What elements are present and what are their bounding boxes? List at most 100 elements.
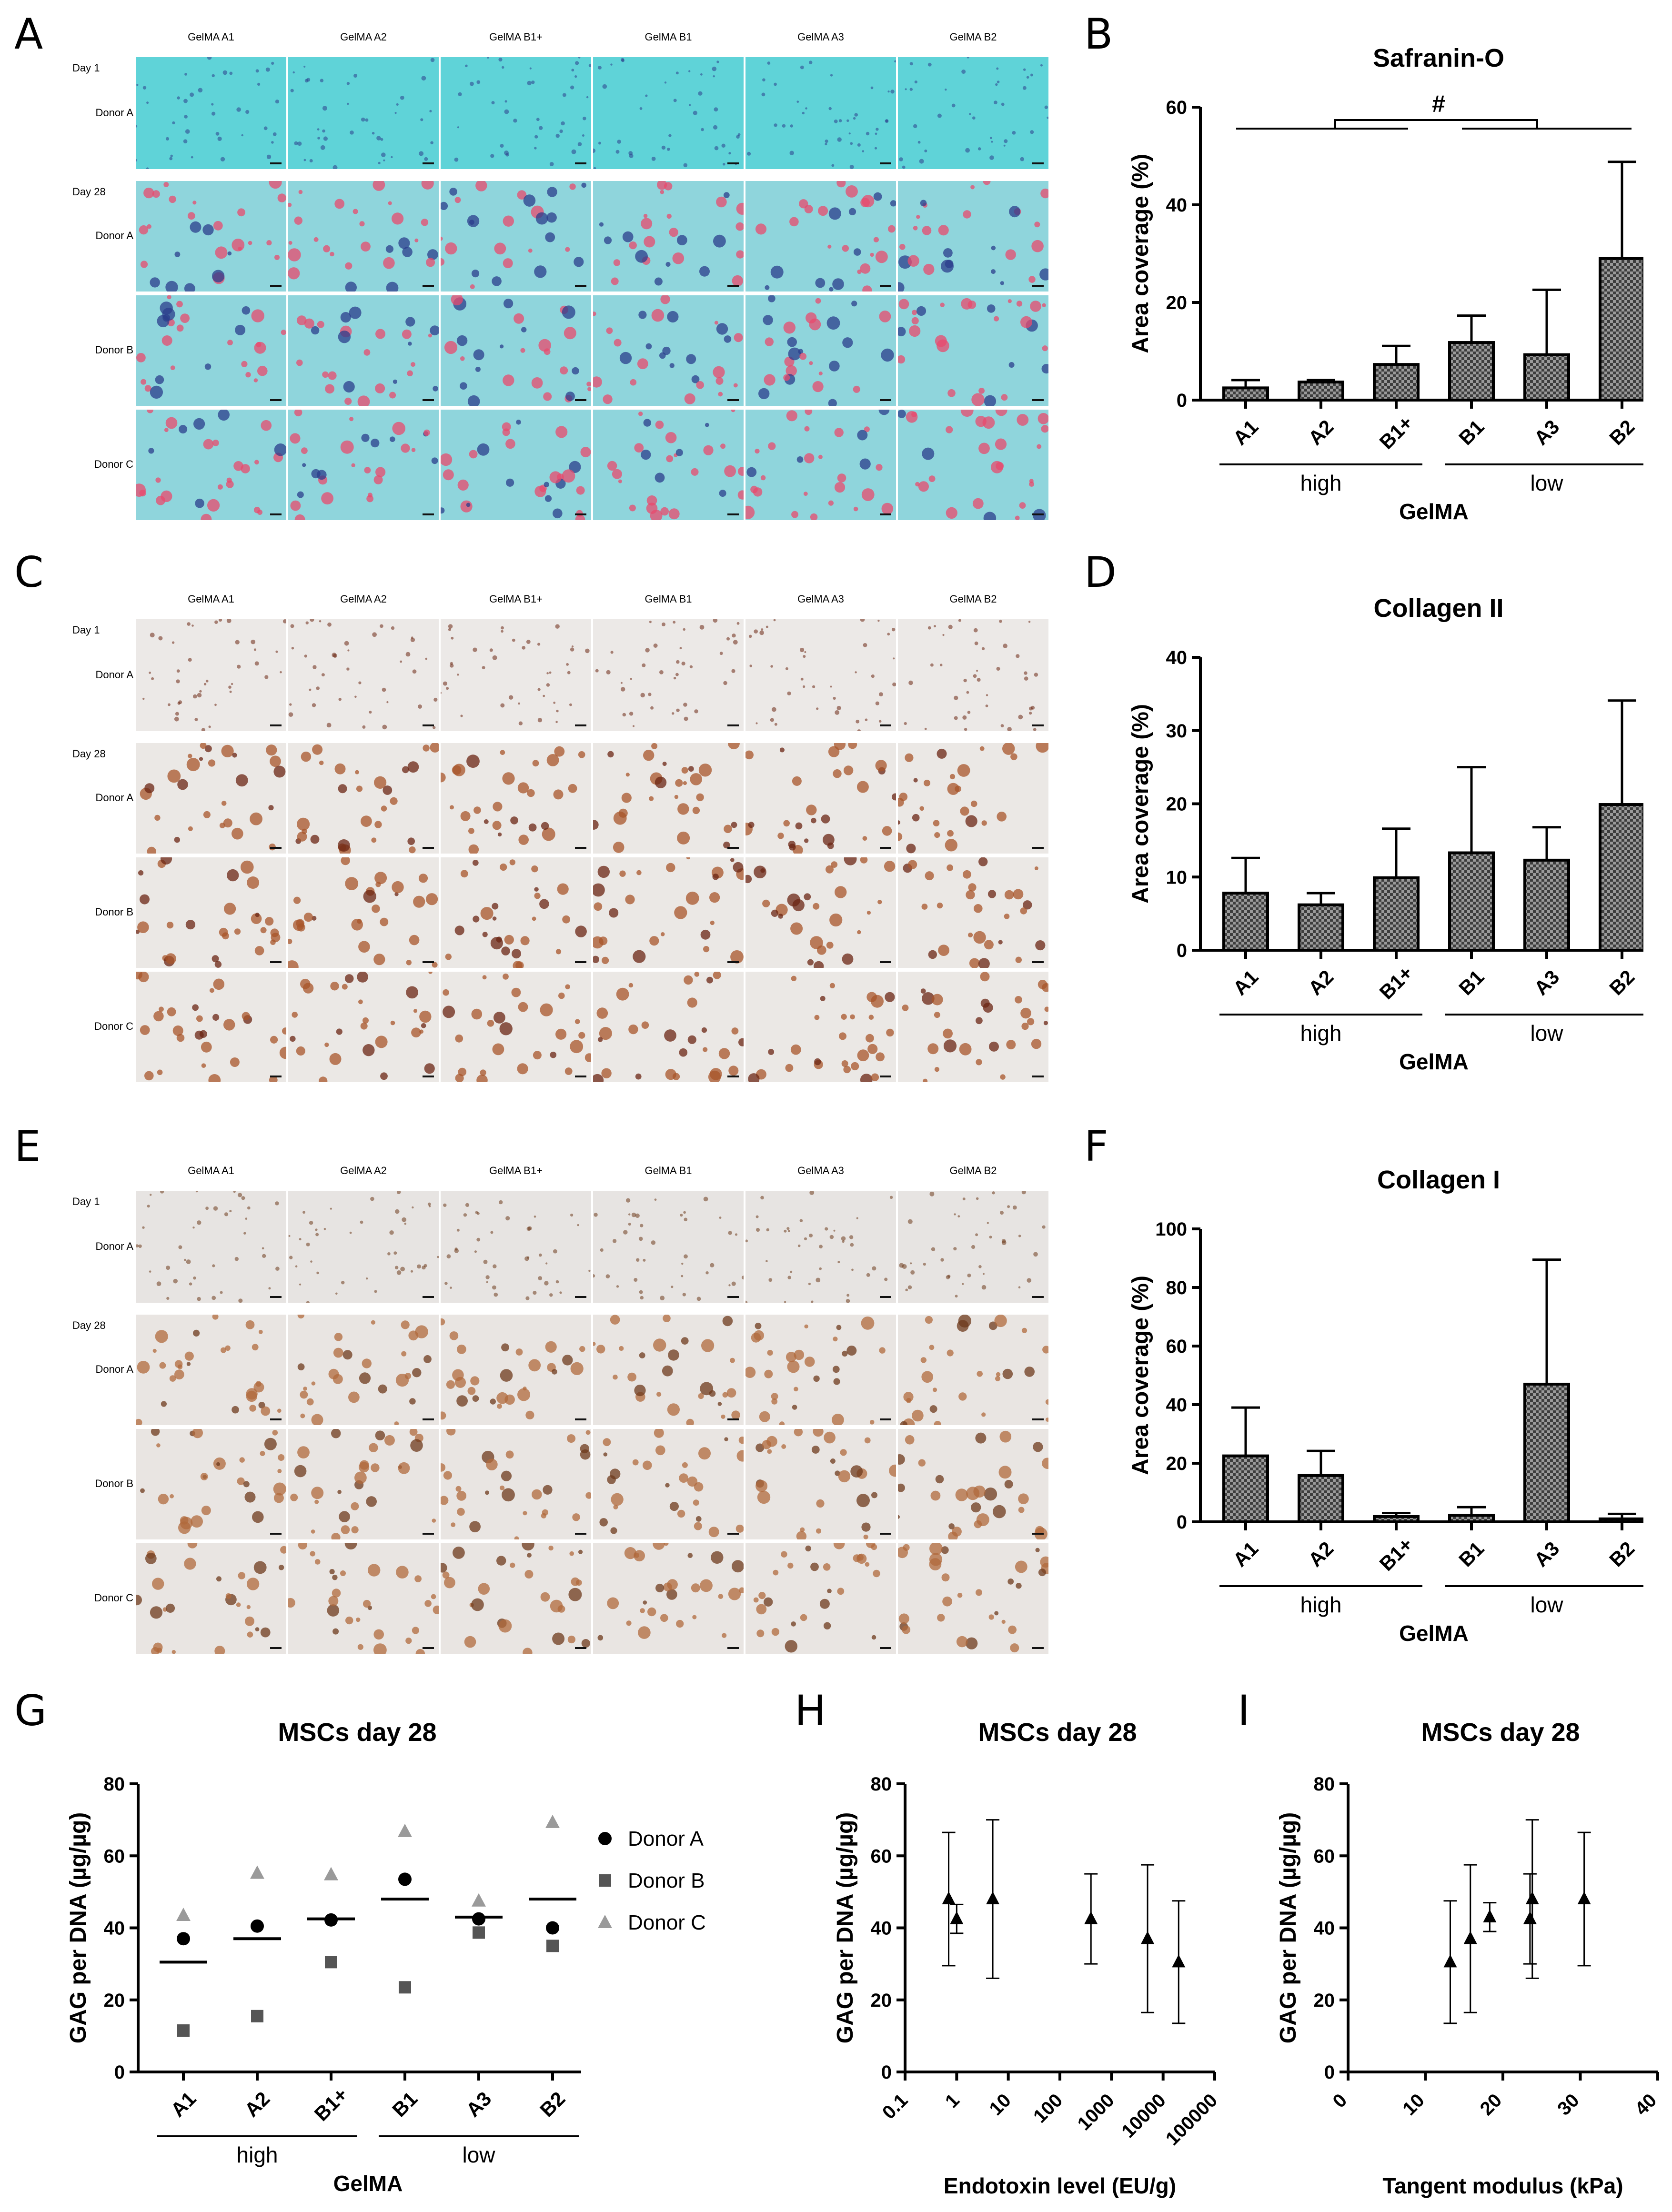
cell-spot [662, 1365, 673, 1377]
cell-spot [176, 324, 184, 332]
scale-bar [423, 1647, 434, 1649]
cell-spot [333, 654, 337, 658]
cell-spot [410, 637, 415, 642]
cell-spot [690, 773, 702, 785]
cell-spot [981, 820, 987, 826]
scale-bar [727, 513, 739, 515]
cell-spot [392, 881, 404, 894]
cell-spot [188, 658, 192, 662]
micrograph-texture [591, 294, 743, 404]
cell-spot [518, 835, 529, 845]
cell-spot [351, 919, 363, 931]
cell-spot [501, 630, 504, 633]
cell-spot [994, 1611, 999, 1616]
cell-spot [506, 478, 514, 487]
x-tick-label: A1 [1229, 415, 1262, 449]
cell-spot [672, 252, 685, 264]
cell-spot [842, 245, 849, 252]
cell-spot [731, 1281, 736, 1286]
cell-spot [285, 1598, 295, 1608]
cell-spot [306, 1398, 314, 1406]
cell-spot [784, 1229, 787, 1233]
cell-spot [694, 709, 698, 714]
cell-spot [933, 820, 940, 826]
cell-spot [143, 187, 154, 199]
cell-spot [160, 1189, 164, 1194]
cell-spot [869, 1420, 875, 1425]
cell-spot [218, 409, 230, 421]
micrograph-texture [607, 408, 747, 522]
bar [1373, 363, 1420, 402]
cell-spot [184, 1558, 196, 1570]
y-tick-label: 0 [1177, 390, 1187, 411]
cell-spot [578, 1032, 585, 1039]
cell-spot [991, 245, 996, 251]
cell-spot [1001, 1240, 1007, 1245]
cell-spot [173, 1278, 178, 1284]
micrograph-texture [899, 56, 1049, 169]
cell-spot [446, 1254, 451, 1259]
cell-spot [965, 815, 977, 827]
cell-spot [758, 1592, 766, 1599]
cell-spot [342, 1350, 353, 1360]
micrograph-donor-label: Donor C [94, 458, 133, 470]
cell-spot [846, 185, 858, 198]
cell-spot [635, 1073, 642, 1080]
cell-spot [451, 1522, 456, 1527]
cell-spot [691, 1583, 700, 1593]
micrograph-tile [438, 1315, 591, 1425]
cell-spot [223, 818, 232, 828]
cell-spot [641, 450, 651, 460]
cell-spot [322, 371, 329, 378]
cell-spot [846, 1299, 850, 1303]
micrograph-donor-label: Donor C [94, 1592, 133, 1604]
cell-spot [919, 159, 924, 164]
cell-spot [770, 718, 774, 722]
cell-spot [378, 1384, 387, 1394]
cell-spot [995, 1376, 1000, 1381]
cell-spot [236, 1602, 241, 1607]
cell-spot [247, 1631, 253, 1638]
cell-spot [508, 695, 514, 700]
cell-spot [909, 325, 921, 337]
cell-spot [947, 830, 954, 837]
cell-spot [203, 683, 207, 685]
scale-bar [880, 285, 891, 287]
cell-spot [879, 311, 891, 322]
cell-spot [946, 507, 957, 519]
cell-spot [437, 1463, 446, 1472]
cell-spot [487, 1020, 494, 1027]
cell-spot [631, 1212, 636, 1217]
micrograph-tile [588, 737, 744, 854]
cell-spot [925, 1316, 933, 1324]
scale-bar [270, 961, 282, 963]
x-tick-label: A2 [1304, 1537, 1338, 1571]
cell-spot [344, 641, 349, 646]
micrograph-texture [748, 617, 896, 733]
cell-spot [997, 812, 1007, 822]
cell-spot [771, 909, 778, 917]
micrograph-column-label: GelMA B1 [645, 31, 692, 43]
cell-spot [842, 953, 854, 965]
cell-spot [640, 693, 645, 698]
cell-spot [198, 88, 203, 93]
cell-spot [585, 648, 590, 654]
cell-spot [786, 1352, 796, 1363]
micrograph-tile [745, 1538, 896, 1654]
cell-spot [184, 1258, 186, 1261]
cell-spot [907, 1219, 913, 1224]
cell-spot [827, 842, 834, 849]
cell-spot [555, 624, 560, 629]
cell-spot [825, 1227, 828, 1231]
cell-spot [677, 1509, 685, 1518]
group-label: high [237, 2142, 278, 2167]
cell-spot [156, 1648, 162, 1653]
bar [1523, 858, 1570, 952]
cell-spot [804, 1237, 807, 1240]
cell-spot [596, 1345, 605, 1354]
cell-spot [443, 1203, 447, 1207]
cell-spot [1024, 676, 1028, 681]
cell-spot [320, 145, 325, 150]
cell-spot [692, 1615, 697, 1619]
cell-spot [548, 1545, 554, 1551]
